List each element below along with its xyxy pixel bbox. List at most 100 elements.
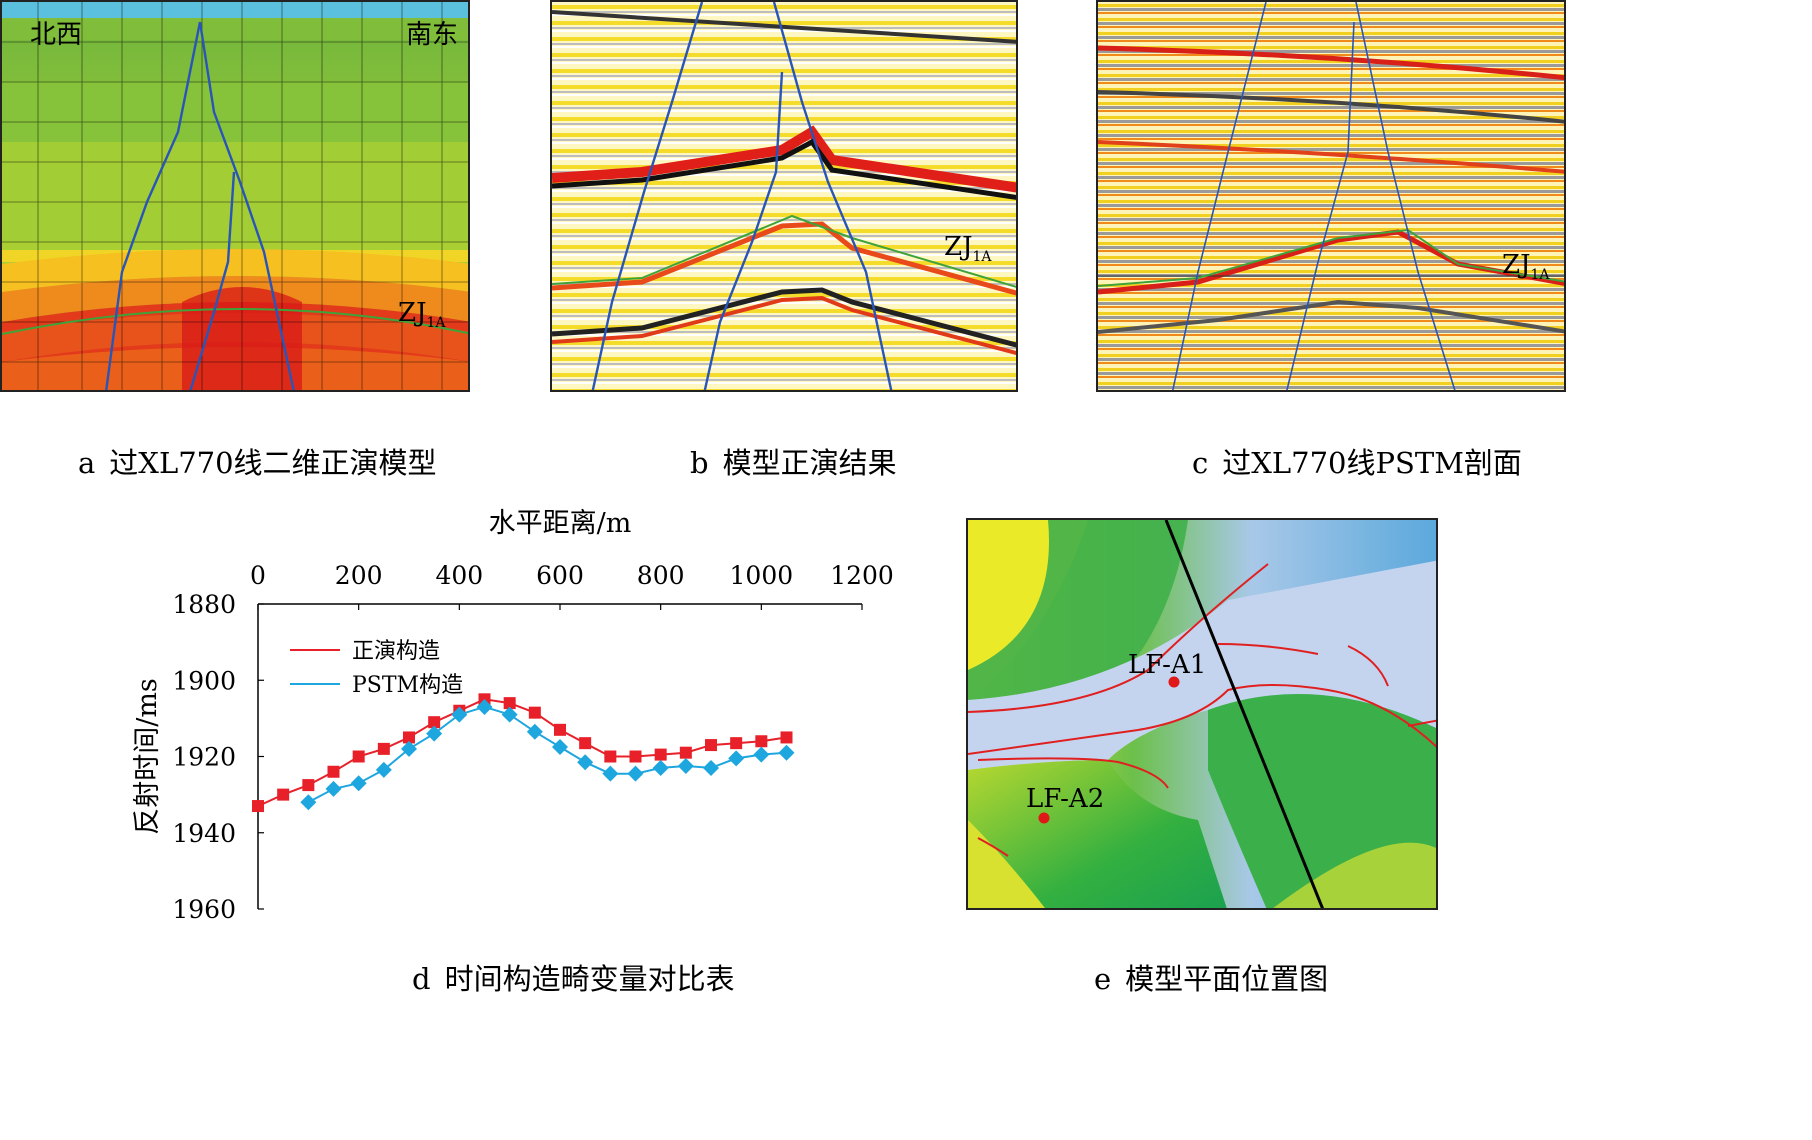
time-structure-chart: 0 200 400 600 800 1000 1200 1880 1900 1920 1940 196… [132,508,894,924]
x-tick-label: 200 [335,561,383,590]
caption-b-letter: b [690,446,709,480]
horizon-label: ZJ1A [398,298,446,331]
series-2-point [350,775,367,792]
fault-traces [968,563,1436,857]
forward-model-image [2,2,468,390]
horizon-name: ZJ [944,232,973,262]
series-1-point [654,748,667,761]
well-label-lf-a1: LF-A1 [1128,650,1207,680]
horizon-label: ZJ1A [944,232,992,265]
well-marker-lf-a2 [1038,812,1050,824]
fault-lines [591,2,893,390]
horizon-line [1098,228,1564,287]
caption-e-letter: e [1094,962,1112,996]
plan-location-map-panel: LF-A1 LF-A2 [966,518,1438,910]
series-2-point [552,738,568,755]
caption-d-letter: d [412,962,431,996]
caption-c-letter: c [1192,446,1209,480]
y-tick-label: 1900 [172,666,236,695]
series-2-point [401,740,417,757]
y-tick-label: 1920 [172,743,236,772]
series-1-point [554,723,566,736]
x-tick-label: 800 [637,561,685,590]
series-1-point [327,765,340,778]
series-1-point [604,750,617,763]
series-1-point [377,742,390,755]
legend-label-2: PSTM构造 [352,673,463,698]
horizon-label: ZJ1A [1502,250,1550,283]
y-tick-label: 1940 [172,819,236,848]
series-2-point [300,794,317,811]
caption-a-letter: a [78,446,96,480]
fault-lines [1172,2,1456,390]
fault-lines [105,21,295,390]
y-tick-label: 1960 [172,895,236,924]
series-2-point [627,765,644,782]
horizon-subscript: 1A [972,249,992,266]
series-2-point [526,723,543,740]
series-2-point [577,754,594,771]
horizon-subscript: 1A [1530,267,1550,284]
horizon-line [2,308,468,335]
series-1-point [705,739,717,752]
direction-label-left: 北西 [30,20,83,50]
caption-c: c 过XL770线PSTM剖面 [1192,440,1522,482]
chart-series [252,693,795,813]
chart-legend: 正演构造 PSTM构造 [290,639,463,698]
forward-result-panel: ZJ1A [550,0,1018,392]
series-1-point [730,737,743,750]
caption-a: a 过XL770线二维正演模型 [78,440,437,482]
series-1-point [528,706,541,719]
legend-label-1: 正演构造 [352,639,440,664]
horizon-name: ZJ [1502,250,1531,280]
caption-e: e 模型平面位置图 [1094,956,1328,998]
horizon-line [552,214,1016,288]
series-1-point [629,750,642,763]
caption-e-text: 模型平面位置图 [1125,962,1329,996]
series-1-point [252,800,264,813]
series-1-point [403,731,415,744]
series-1-point [579,737,592,750]
caption-d: d 时间构造畸变量对比表 [412,956,735,998]
y-tick-label: 1880 [172,590,236,619]
series-2-point [375,761,392,778]
series-1-point [503,697,516,710]
x-tick-label: 0 [250,561,266,590]
series-2-point [426,725,443,742]
series-2-point [652,759,669,776]
series-1-point [352,750,365,763]
series-1-point [780,731,793,744]
series-1-point [428,716,441,729]
series-1-point [277,788,290,801]
series-1-point [302,779,315,792]
x-tick-label: 1200 [830,561,894,590]
pstm-section-panel: ZJ1A [1096,0,1566,392]
caption-c-text: 过XL770线PSTM剖面 [1222,446,1522,480]
series-2-point [451,706,468,723]
plan-map-image [968,520,1436,908]
x-axis-title: 水平距离/m [489,508,632,539]
series-line-1 [257,698,787,808]
series-2-point [703,759,719,776]
caption-b-text: 模型正演结果 [722,446,897,480]
series-2-point [677,758,694,775]
series-2-point [325,780,342,797]
caption-b: b 模型正演结果 [690,440,897,482]
section-line [1164,520,1325,908]
series-2-point [753,746,770,763]
series-1-point [679,746,692,759]
caption-a-text: 过XL770线二维正演模型 [109,446,437,480]
y-axis-title: 反射时间/ms [132,678,163,835]
series-1-point [755,735,768,748]
forward-model-section-panel: 北西 南东 ZJ1A [0,0,470,392]
series-2-point [778,744,795,761]
horizon-subscript: 1A [426,315,446,332]
series-2-point [728,750,745,767]
chart-axes: 0 200 400 600 800 1000 1200 1880 1900 1920 1940 196… [132,508,894,924]
series-2-point [501,706,518,723]
model-grid [2,2,468,390]
x-tick-label: 600 [536,561,584,590]
pstm-seismic-image [1098,2,1564,390]
series-2-point [602,765,619,782]
well-label-lf-a2: LF-A2 [1026,784,1105,814]
